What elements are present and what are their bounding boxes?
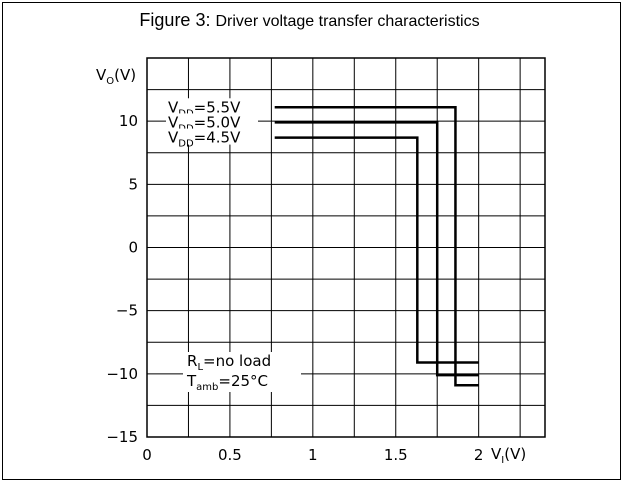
legend-label-background [166, 113, 258, 130]
y-tick-label: −10 [106, 365, 138, 383]
series-line [274, 121, 479, 377]
series-line [274, 106, 479, 387]
x-tick-label: 2 [474, 446, 484, 464]
y-tick-label: −15 [106, 428, 138, 446]
legend-label-background [166, 98, 258, 115]
figure-title: Figure 3: Driver voltage transfer charac… [0, 10, 619, 31]
temperature-annotation: Tamb=25°C [186, 372, 268, 393]
plot-border [146, 57, 546, 438]
legend-label: VDD=4.5V [168, 129, 241, 150]
plot-area [146, 57, 546, 438]
x-tick-labels: 0 0.5 1 1.5 2 [142, 446, 483, 464]
y-tick-labels: 10 5 0 −5 −10 −15 [106, 112, 138, 446]
annotation-background [183, 352, 301, 372]
figure-title-text: Driver voltage transfer characteristics [215, 13, 480, 30]
y-tick-label: 10 [119, 112, 138, 130]
series-lines [274, 106, 479, 387]
series-line [274, 136, 479, 364]
x-tick-label: 1.5 [384, 446, 408, 464]
x-axis-label: VI(V) [491, 445, 526, 466]
x-tick-label: 0 [142, 446, 152, 464]
y-axis-label: VO(V) [96, 66, 136, 87]
load-annotation: RL=no load [187, 352, 271, 373]
x-tick-label: 1 [308, 446, 318, 464]
y-tick-label: 5 [128, 175, 138, 193]
legend-label-background [166, 128, 258, 145]
y-tick-label: 0 [128, 239, 138, 257]
annotation-background [183, 372, 301, 392]
figure-title-prefix: Figure 3: [139, 10, 211, 30]
y-tick-label: −5 [116, 302, 138, 320]
x-tick-label: 0.5 [218, 446, 242, 464]
